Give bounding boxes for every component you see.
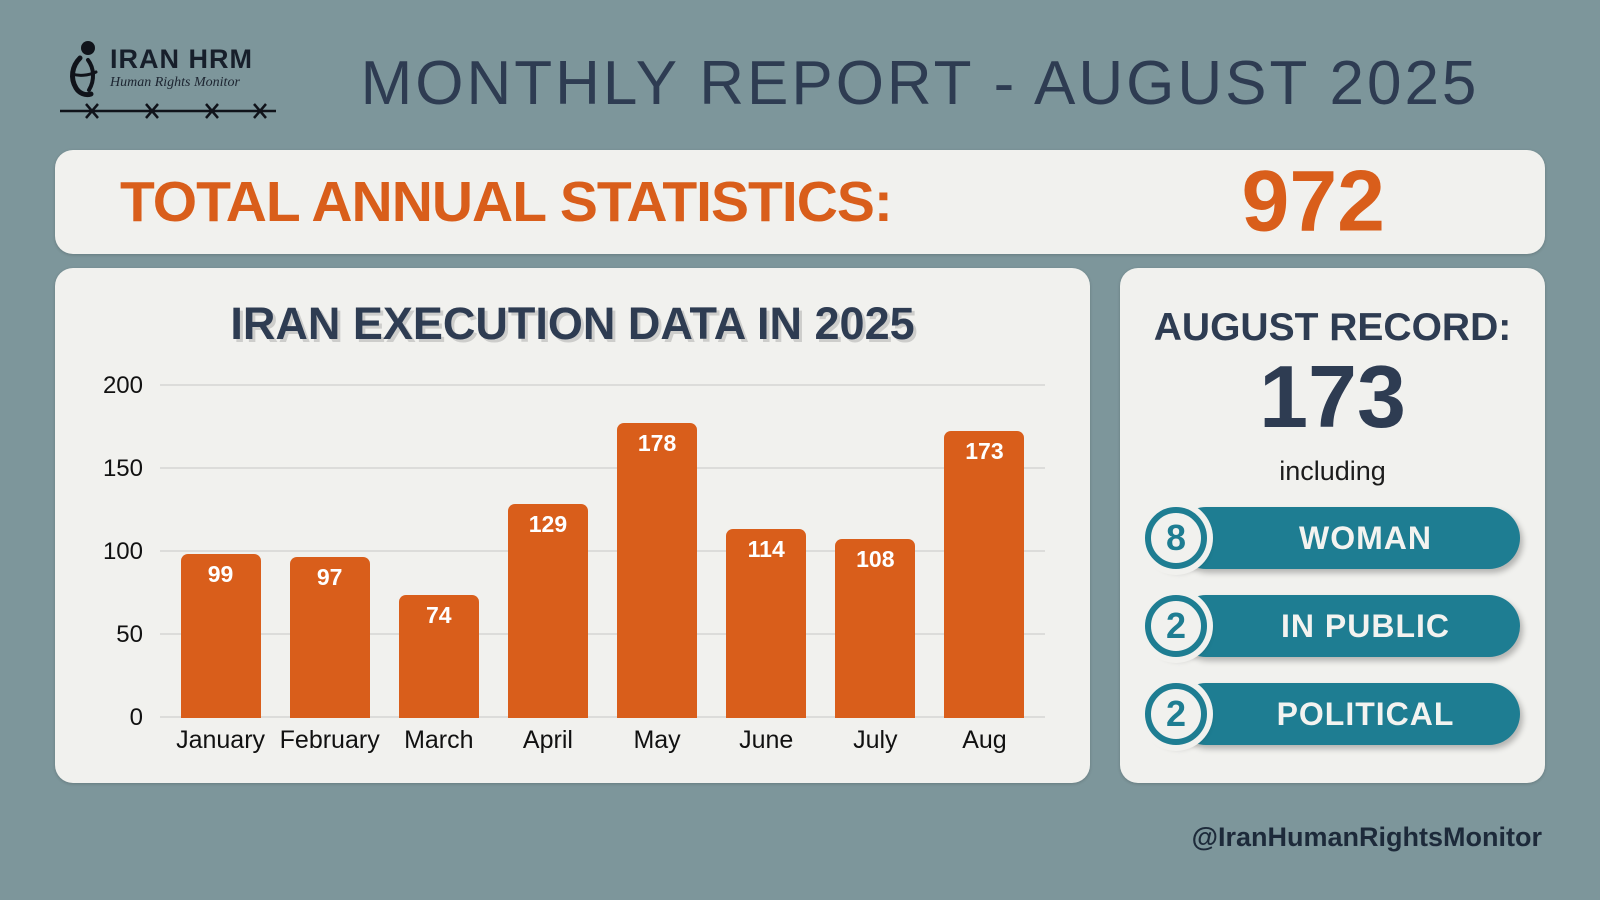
gridline (160, 550, 1045, 552)
logo-title: IRAN HRM (110, 44, 253, 74)
badge-political-label: POLITICAL (1276, 695, 1455, 732)
bar-column: 74 (384, 386, 493, 718)
execution-chart-card: IRAN EXECUTION DATA IN 2025 0 50 100 150 200… (55, 268, 1090, 783)
x-tick-label: January (176, 726, 266, 754)
chart-bars: 99 97 74 129 178 114 108 173 (160, 386, 1045, 718)
x-tick-label: June (739, 726, 794, 754)
social-handle: @IranHumanRightsMonitor (1191, 822, 1542, 852)
gridline (160, 716, 1045, 718)
x-tick-label: Aug (962, 726, 1007, 754)
badge-woman: 8 WOMAN (1145, 506, 1520, 570)
chart-y-axis: 0 50 100 150 200 (75, 372, 155, 731)
x-tick-label: February (279, 726, 380, 754)
bar-value-label: 99 (207, 560, 234, 587)
y-tick-label: 150 (102, 455, 143, 482)
bar-value-label: 178 (637, 429, 677, 456)
total-statistics-label: TOTAL ANNUAL STATISTICS: (120, 170, 893, 234)
badge-in-public-count: 2 (1145, 595, 1207, 657)
badge-political: 2 POLITICAL (1145, 682, 1520, 746)
y-tick-label: 50 (116, 621, 143, 648)
y-tick-label: 0 (129, 704, 143, 731)
bar-aug: 173 (944, 430, 1025, 718)
badge-woman-pill: WOMAN (1175, 507, 1520, 569)
bar-column: 97 (275, 386, 384, 718)
bar-column: 114 (712, 386, 821, 718)
bar-value-label: 173 (965, 437, 1004, 464)
chart-x-labels: January February March April May June July Aug (160, 726, 1045, 755)
x-tick-label: April (522, 726, 573, 754)
x-tick-label: May (633, 726, 681, 754)
bar-value-label: 97 (316, 563, 343, 590)
gridline (160, 467, 1045, 469)
chart-plot: 99 97 74 129 178 114 108 173 (160, 384, 1045, 718)
bar-column: 178 (603, 386, 712, 718)
iranhrm-logo: IRAN HRM Human Rights Monitor (58, 40, 278, 130)
including-label: including (1279, 456, 1386, 486)
badge-political-pill: POLITICAL (1175, 683, 1520, 745)
bar-value-label: 74 (426, 602, 452, 629)
bar-value-label: 129 (528, 510, 568, 537)
logo-texts: IRAN HRM Human Rights Monitor (110, 46, 253, 91)
logo-figure-icon (70, 41, 98, 98)
chart-title: IRAN EXECUTION DATA IN 2025 (230, 298, 915, 349)
bar-july: 108 (835, 538, 916, 718)
bar-column: 129 (493, 386, 602, 718)
total-statistics-value: 972 (1241, 153, 1386, 250)
bar-value-label: 114 (747, 535, 785, 562)
badge-woman-count: 8 (1145, 507, 1207, 569)
bar-june: 114 (726, 528, 807, 718)
august-record-card: AUGUST RECORD: 173 including 8 WOMAN 2 I… (1120, 268, 1545, 783)
bar-may: 178 (617, 422, 698, 718)
badge-in-public-pill: IN PUBLIC (1175, 595, 1520, 657)
bar-april: 129 (507, 503, 588, 718)
y-tick-label: 200 (102, 372, 143, 399)
august-record-heading: AUGUST RECORD: (1153, 306, 1512, 349)
logo-subtitle: Human Rights Monitor (110, 75, 240, 90)
badge-in-public: 2 IN PUBLIC (1145, 594, 1520, 658)
y-tick-label: 100 (102, 538, 143, 565)
bar-column: 173 (930, 386, 1039, 718)
x-tick-label: March (404, 726, 474, 754)
x-tick-label: July (853, 726, 898, 754)
bar-value-label: 108 (856, 545, 895, 572)
page-title: MONTHLY REPORT - AUGUST 2025 (360, 49, 1480, 118)
badge-woman-label: WOMAN (1299, 519, 1432, 556)
total-statistics-card: TOTAL ANNUAL STATISTICS: 972 (55, 150, 1545, 254)
bar-february: 97 (289, 556, 370, 718)
bar-march: 74 (398, 595, 479, 718)
badge-political-count: 2 (1145, 683, 1207, 745)
gridline (160, 633, 1045, 635)
bar-column: 108 (821, 386, 930, 718)
gridline (160, 384, 1045, 386)
badge-in-public-label: IN PUBLIC (1281, 607, 1450, 644)
august-record-value: 173 (1259, 347, 1406, 446)
bar-january: 99 (180, 553, 261, 718)
bar-column: 99 (166, 386, 275, 718)
badge-list: 8 WOMAN 2 IN PUBLIC 2 POLITICAL (1145, 506, 1520, 746)
barbed-wire-icon (60, 103, 276, 119)
